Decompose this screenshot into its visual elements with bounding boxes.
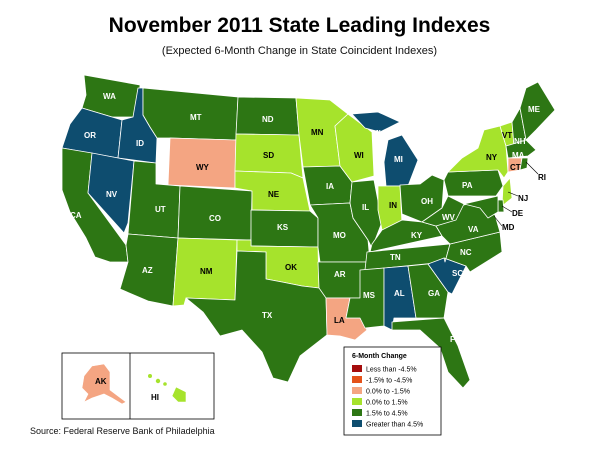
label-al: AL xyxy=(394,289,405,298)
legend-label-1: -1.5% to -4.5% xyxy=(366,378,412,385)
label-vt: VT xyxy=(502,131,512,140)
state-il[interactable] xyxy=(349,179,383,249)
legend-label-4: 1.5% to 4.5% xyxy=(366,411,408,418)
legend-label-2: 0.0% to -1.5% xyxy=(366,389,410,396)
label-co: CO xyxy=(209,214,221,223)
label-wv: WV xyxy=(442,213,456,222)
legend-label-5: Greater than 4.5% xyxy=(366,422,423,429)
label-pa: PA xyxy=(462,181,473,190)
legend-swatch-3 xyxy=(352,398,362,405)
label-or: OR xyxy=(84,131,96,140)
label-tn: TN xyxy=(390,253,401,262)
state-md[interactable] xyxy=(463,195,499,219)
label-fl: FL xyxy=(450,335,460,344)
state-ga[interactable] xyxy=(407,263,449,319)
state-fl[interactable] xyxy=(391,317,471,389)
legend-swatch-1 xyxy=(352,376,362,383)
inset-box: AK HI xyxy=(61,352,215,420)
label-nc: NC xyxy=(460,248,472,257)
label-ak: AK xyxy=(95,377,107,386)
label-tx: TX xyxy=(262,311,273,320)
label-ar: AR xyxy=(334,270,346,279)
label-de: DE xyxy=(512,209,524,218)
label-sd: SD xyxy=(263,151,274,160)
legend-swatch-2 xyxy=(352,387,362,394)
legend: 6-Month Change Less than -4.5% -1.5% to -… xyxy=(343,346,442,436)
state-pa[interactable] xyxy=(443,169,504,197)
state-de[interactable] xyxy=(497,199,505,213)
state-sc[interactable] xyxy=(427,257,467,295)
state-nj[interactable] xyxy=(501,177,513,207)
label-ma: MA xyxy=(512,151,525,160)
label-ct: CT xyxy=(510,163,521,172)
map-title: November 2011 State Leading Indexes xyxy=(108,14,491,37)
label-sc: SC xyxy=(452,269,463,278)
label-mi: MI xyxy=(394,155,403,164)
label-wy: WY xyxy=(196,163,210,172)
legend-title: 6-Month Change xyxy=(352,353,407,360)
label-ca: CA xyxy=(70,211,82,220)
legend-label-0: Less than -4.5% xyxy=(366,367,417,374)
map-subtitle: (Expected 6-Month Change in State Coinci… xyxy=(161,45,438,57)
legend-swatch-0 xyxy=(352,365,362,372)
legend-swatch-5 xyxy=(352,420,362,427)
state-co[interactable] xyxy=(177,185,253,241)
label-ky: KY xyxy=(411,231,423,240)
label-mn: MN xyxy=(311,128,324,137)
source-note: Source: Federal Reserve Bank of Philadel… xyxy=(30,426,215,436)
label-nj: NJ xyxy=(518,194,528,203)
label-ne: NE xyxy=(268,190,280,199)
label-ok: OK xyxy=(285,263,297,272)
label-nh: NH xyxy=(514,137,526,146)
state-mi-upper[interactable] xyxy=(351,111,401,133)
label-il: IL xyxy=(362,203,369,212)
label-mo: MO xyxy=(333,231,346,240)
label-va: VA xyxy=(468,225,479,234)
label-ri: RI xyxy=(538,173,546,182)
label-mi: MI xyxy=(372,129,381,138)
label-oh: OH xyxy=(421,197,433,206)
label-ga: GA xyxy=(428,289,440,298)
label-ms: MS xyxy=(363,291,376,300)
state-oh[interactable] xyxy=(399,174,445,223)
label-wa: WA xyxy=(103,92,116,101)
label-az: AZ xyxy=(142,266,153,275)
label-ia: IA xyxy=(326,182,334,191)
label-ks: KS xyxy=(277,223,289,232)
state-tx[interactable] xyxy=(185,250,328,383)
label-nm: NM xyxy=(200,267,213,276)
state-hi[interactable] xyxy=(171,386,187,403)
state-wi[interactable] xyxy=(334,113,375,183)
label-id: ID xyxy=(136,139,144,148)
label-nd: ND xyxy=(262,115,274,124)
state-nv[interactable] xyxy=(87,152,135,234)
label-me: ME xyxy=(528,105,541,114)
label-md: MD xyxy=(502,223,515,232)
label-ut: UT xyxy=(155,205,166,214)
state-hi-islet-3 xyxy=(163,382,167,386)
state-ny[interactable] xyxy=(447,125,509,179)
label-wi: WI xyxy=(354,151,364,160)
legend-label-3: 0.0% to 1.5% xyxy=(366,400,408,407)
label-hi: HI xyxy=(151,393,159,402)
label-la: LA xyxy=(334,316,345,325)
state-hi-islet-1 xyxy=(148,374,152,378)
legend-swatch-4 xyxy=(352,409,362,416)
label-mt: MT xyxy=(190,113,202,122)
label-nv: NV xyxy=(106,190,118,199)
state-ma[interactable] xyxy=(505,139,537,159)
label-in: IN xyxy=(389,201,397,210)
state-ak[interactable] xyxy=(81,363,127,405)
state-wv[interactable] xyxy=(421,195,465,227)
label-ny: NY xyxy=(486,153,498,162)
state-ri[interactable] xyxy=(519,157,529,171)
state-hi-islet-2 xyxy=(155,378,161,384)
